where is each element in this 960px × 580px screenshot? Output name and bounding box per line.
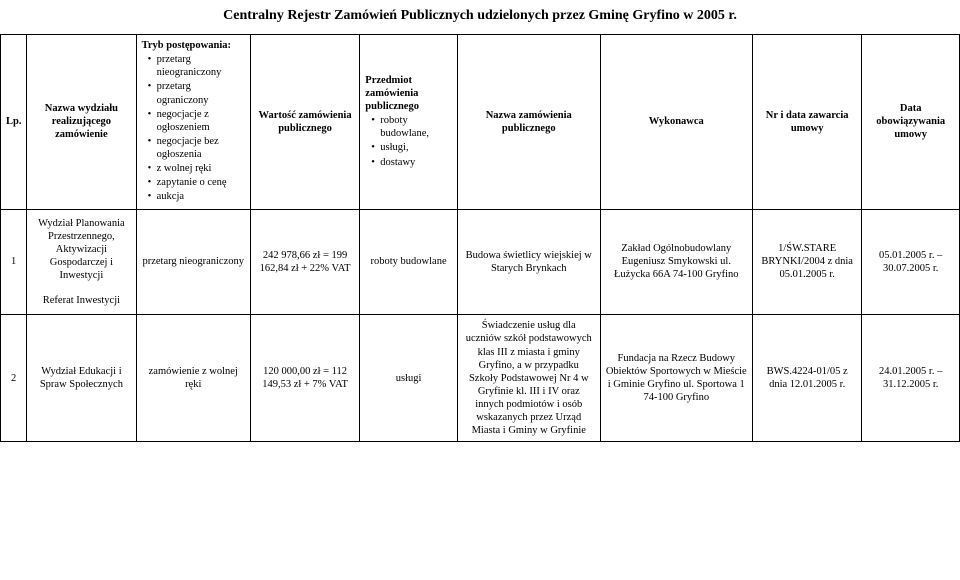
proc-item: negocjacje bez ogłoszenia: [148, 135, 245, 161]
orders-table: Lp.Nazwa wydziału realizującego zamówien…: [0, 34, 960, 442]
header-num: Nr i data zawarcia umowy: [752, 35, 861, 210]
cell-proc: przetarg nieograniczony: [136, 209, 250, 315]
header-contractor: Wykonawca: [600, 35, 752, 210]
cell-num: 1/ŚW.STARE BRYNKI/2004 z dnia 05.01.2005…: [752, 209, 861, 315]
header-dept: Nazwa wydziału realizującego zamówienie: [27, 35, 136, 210]
header-subj: Przedmiot zamówienia publicznegoroboty b…: [360, 35, 458, 210]
cell-lp: 1: [1, 209, 27, 315]
header-name: Nazwa zamówienia publicznego: [457, 35, 600, 210]
proc-item: negocjacje z ogłoszeniem: [148, 108, 245, 134]
proc-item: aukcja: [148, 190, 245, 203]
dept-main: Wydział Planowania Przestrzennego, Aktyw…: [32, 217, 130, 283]
cell-subj: usługi: [360, 315, 458, 442]
header-date: Data obowiązywania umowy: [862, 35, 960, 210]
proc-item: przetarg ograniczony: [148, 80, 245, 106]
proc-item: z wolnej ręki: [148, 162, 245, 175]
cell-name: Budowa świetlicy wiejskiej w Starych Bry…: [457, 209, 600, 315]
cell-val: 120 000,00 zł = 112 149,53 zł + 7% VAT: [250, 315, 359, 442]
subj-item: roboty budowlane,: [371, 114, 452, 140]
subj-item: usługi,: [371, 141, 452, 154]
cell-date: 05.01.2005 r. – 30.07.2005 r.: [862, 209, 960, 315]
proc-item: przetarg nieograniczony: [148, 53, 245, 79]
table-row: Lp.Nazwa wydziału realizującego zamówien…: [1, 35, 960, 210]
subj-item: dostawy: [371, 156, 452, 169]
header-lp: Lp.: [1, 35, 27, 210]
header-proc: Tryb postępowania:przetarg nieograniczon…: [136, 35, 250, 210]
proc-item: zapytanie o cenę: [148, 176, 245, 189]
cell-name: Świadczenie usług dla uczniów szkół pods…: [457, 315, 600, 442]
table-row: 2Wydział Edukacji i Spraw Społecznychzam…: [1, 315, 960, 442]
cell-val: 242 978,66 zł = 199 162,84 zł + 22% VAT: [250, 209, 359, 315]
cell-contractor: Zakład Ogólnobudowlany Eugeniusz Smykows…: [600, 209, 752, 315]
cell-contractor: Fundacja na Rzecz Budowy Obiektów Sporto…: [600, 315, 752, 442]
cell-proc: zamówienie z wolnej ręki: [136, 315, 250, 442]
page-title: Centralny Rejestr Zamówień Publicznych u…: [0, 0, 960, 34]
dept-sub: Referat Inwestycji: [32, 294, 130, 307]
cell-dept: Wydział Edukacji i Spraw Społecznych: [27, 315, 136, 442]
cell-dept: Wydział Planowania Przestrzennego, Aktyw…: [27, 209, 136, 315]
cell-num: BWS.4224-01/05 z dnia 12.01.2005 r.: [752, 315, 861, 442]
header-val: Wartość zamówienia publicznego: [250, 35, 359, 210]
cell-subj: roboty budowlane: [360, 209, 458, 315]
cell-lp: 2: [1, 315, 27, 442]
cell-date: 24.01.2005 r. – 31.12.2005 r.: [862, 315, 960, 442]
